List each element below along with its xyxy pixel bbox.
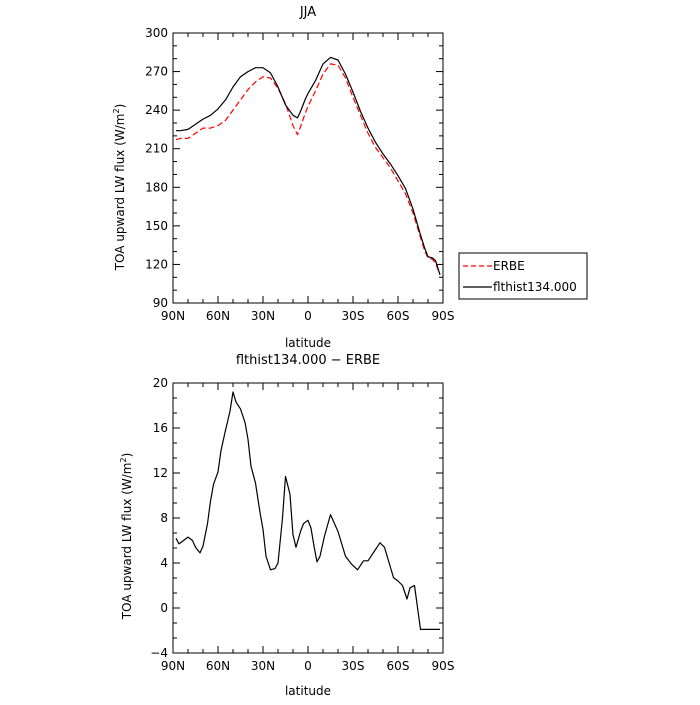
bottom-y-tick-label: 20 (153, 376, 168, 390)
bottom-y-tick-label: 8 (160, 511, 168, 525)
top-y-axis-label: TOA upward LW flux (W/m2) (112, 104, 127, 272)
top-x-tick-label: 90S (432, 309, 455, 323)
bottom-x-tick-label: 90S (432, 659, 455, 673)
top-plot-frame (172, 32, 444, 304)
bottom-y-axis-label: TOA upward LW flux (W/m2) (119, 453, 134, 621)
bottom-x-tick-label: 0 (304, 659, 312, 673)
bottom-plot-frame (172, 382, 444, 654)
top-x-axis-label: latitude (285, 336, 331, 350)
legend-box (458, 252, 588, 300)
bottom-y-tick-label: 0 (160, 601, 168, 615)
bottom-x-tick-label: 60S (387, 659, 410, 673)
legend: ERBE flthist134.000 (458, 252, 588, 300)
legend-label-model: flthist134.000 (493, 280, 577, 294)
top-x-tick-label: 0 (304, 309, 312, 323)
top-series-line-erbe (175, 63, 441, 275)
top-panel: JJA latitude TOA upward LW flux (W/m2) 9… (112, 5, 454, 350)
top-y-tick-label: 90 (153, 296, 168, 310)
top-x-tick-label: 90N (161, 309, 185, 323)
bottom-x-tick-label: 90N (161, 659, 185, 673)
bottom-y-tick-label: 12 (153, 466, 168, 480)
top-chart-title: JJA (299, 5, 316, 20)
bottom-x-tick-label: 60N (206, 659, 230, 673)
bottom-x-axis-label: latitude (285, 684, 331, 698)
top-y-tick-label: 180 (145, 180, 168, 194)
bottom-x-tick-label: 30S (342, 659, 365, 673)
top-y-tick-label: 270 (145, 65, 168, 79)
top-x-tick-label: 60S (387, 309, 410, 323)
top-series-line-flthist134-000 (176, 56, 441, 275)
top-y-tick-label: 240 (145, 103, 168, 117)
bottom-chart-title: flthist134.000 − ERBE (236, 353, 380, 368)
bottom-panel: flthist134.000 − ERBE latitude TOA upwar… (119, 353, 454, 698)
top-x-tick-label: 30N (251, 309, 275, 323)
top-x-tick-label: 30S (342, 309, 365, 323)
bottom-y-tick-label: 16 (153, 421, 168, 435)
top-y-tick-label: 120 (145, 257, 168, 271)
top-y-tick-label: 210 (145, 142, 168, 156)
bottom-y-tick-label: −4 (150, 646, 168, 660)
bottom-series-line-0 (175, 391, 440, 631)
bottom-y-tick-label: 4 (160, 556, 168, 570)
top-y-tick-label: 300 (145, 26, 168, 40)
top-y-tick-label: 150 (145, 219, 168, 233)
legend-label-erbe: ERBE (493, 259, 525, 273)
top-x-tick-label: 60N (206, 309, 230, 323)
bottom-x-tick-label: 30N (251, 659, 275, 673)
